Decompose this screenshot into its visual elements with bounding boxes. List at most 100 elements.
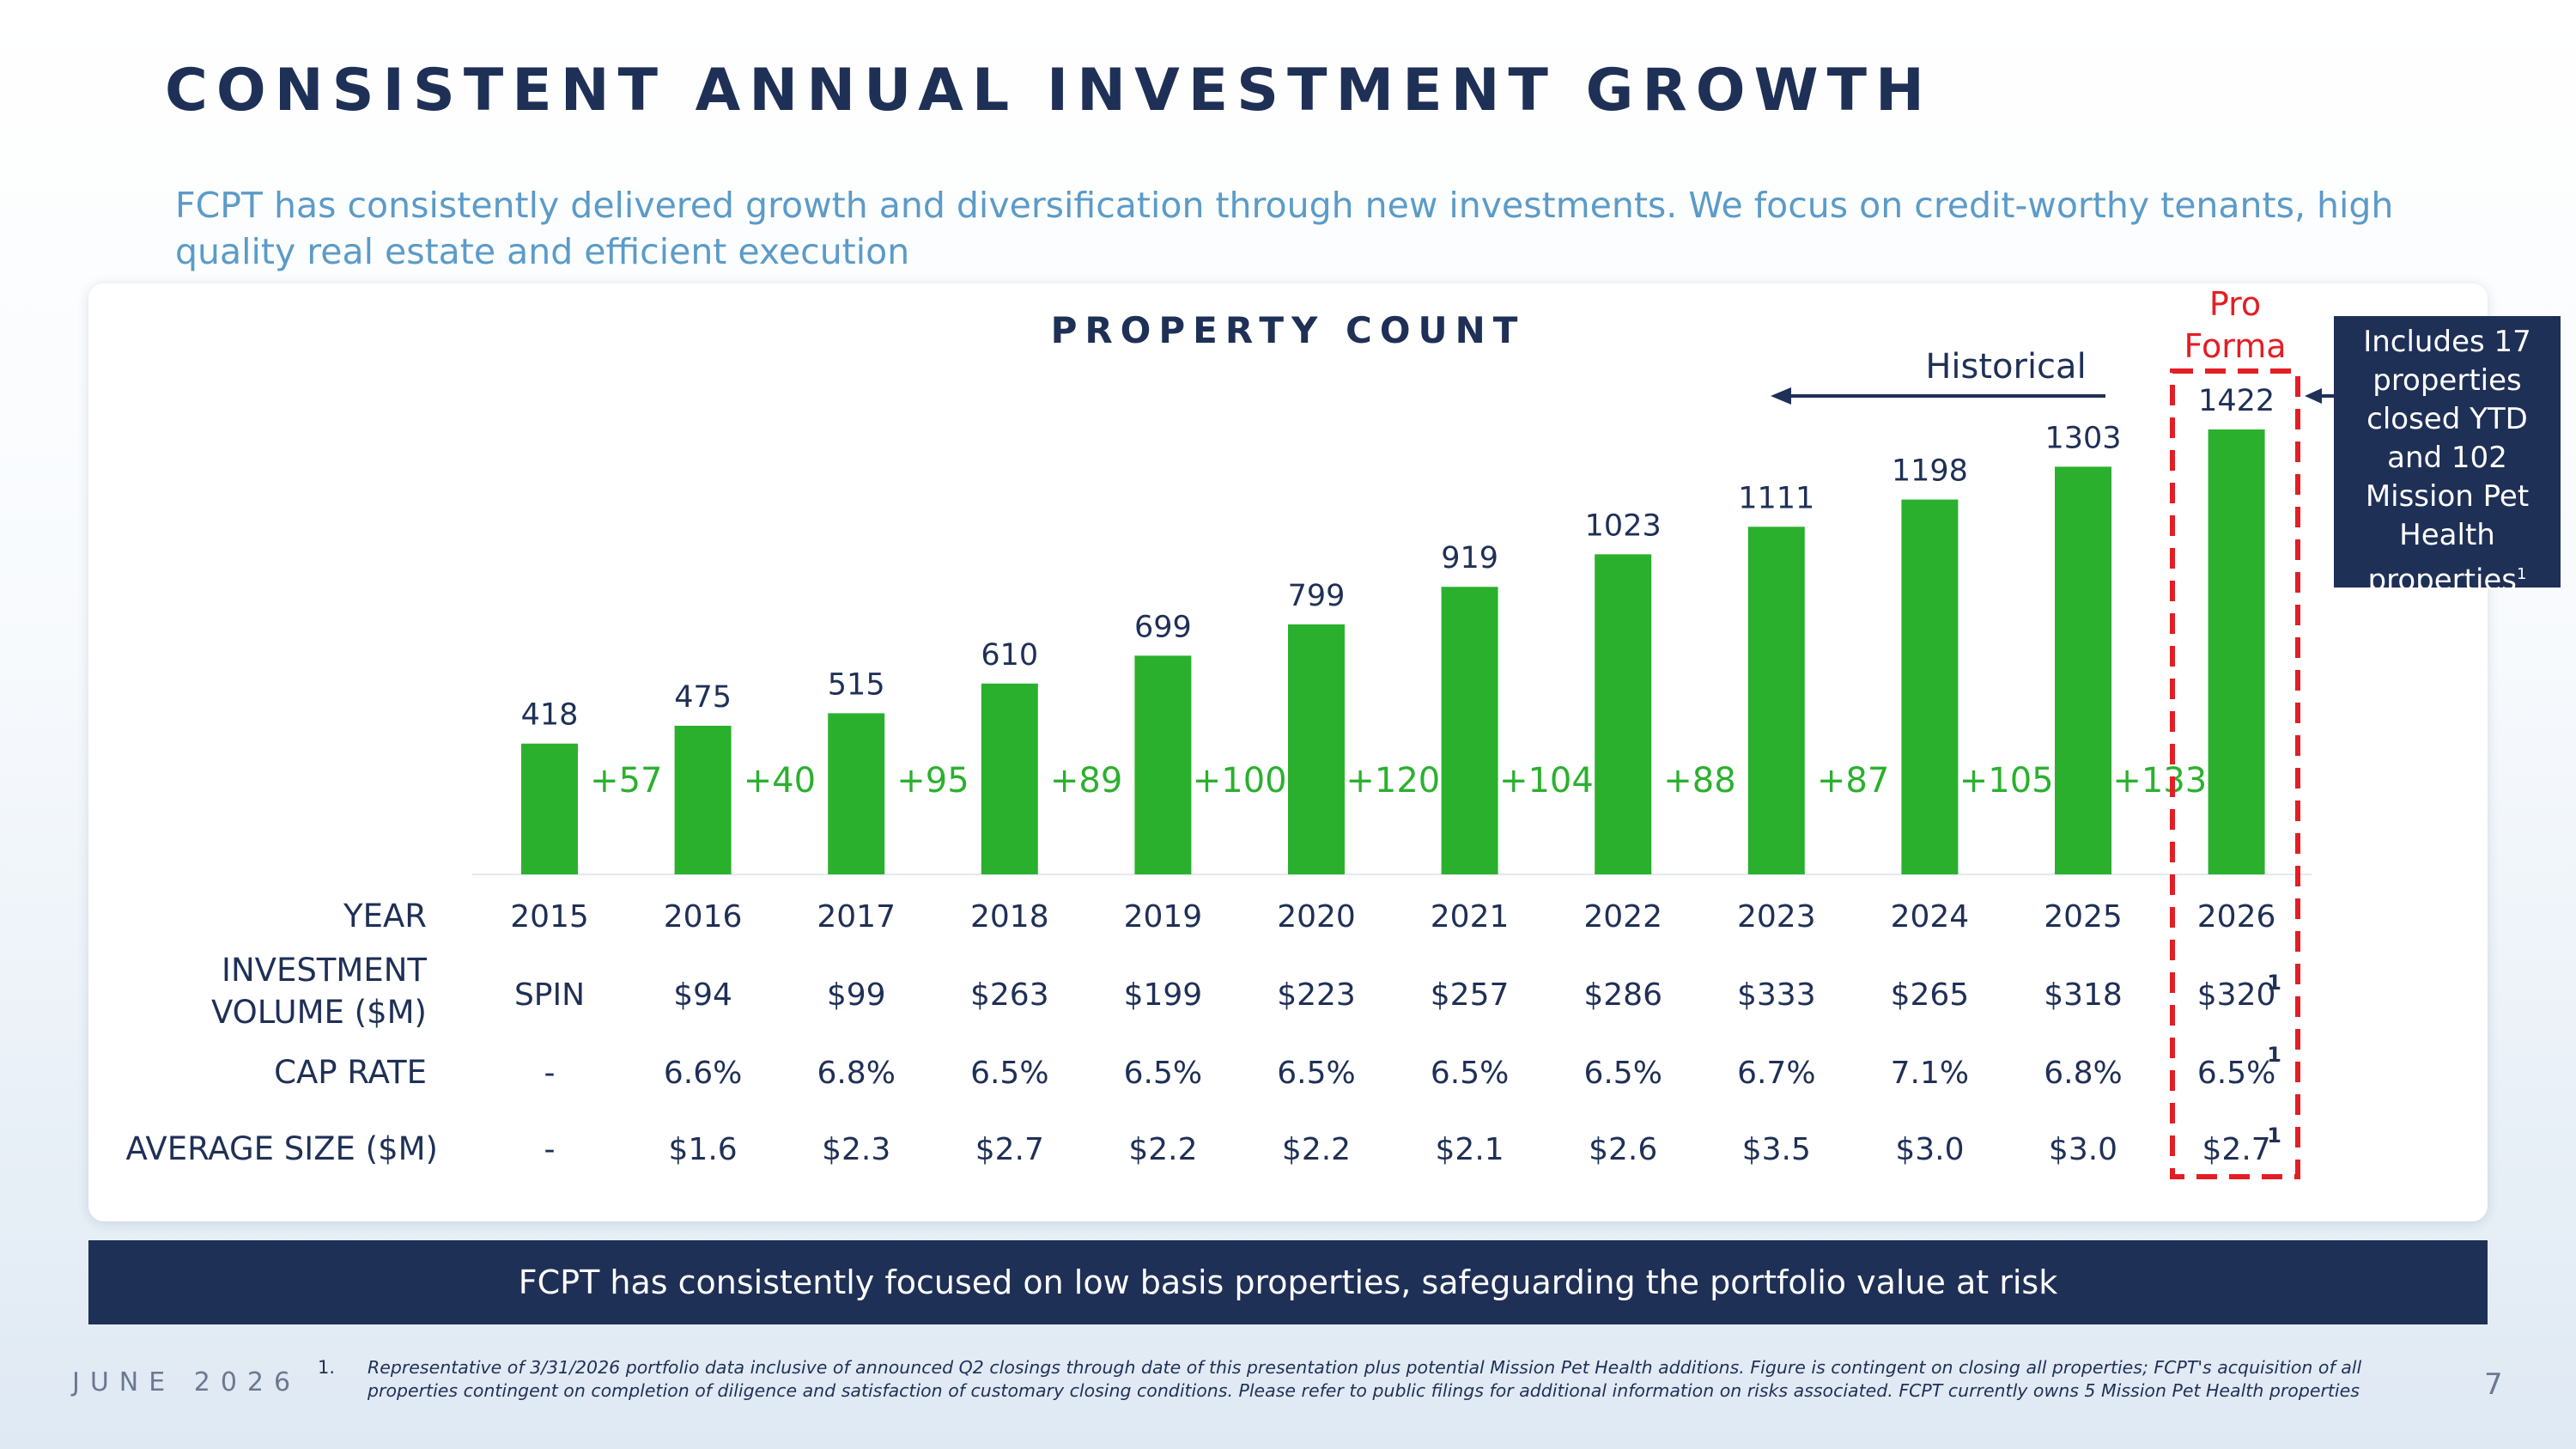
increment-label: +120 [1346,761,1440,801]
bar-value-label: 799 [1288,579,1346,613]
average-size-cell: $2.2 [1128,1132,1197,1167]
year-cell: 2021 [1431,899,1510,935]
callout-text: Includes 17 properties closed YTD and 10… [2363,325,2531,598]
year-cell: 2018 [970,899,1049,935]
year-cell: 2020 [1277,899,1356,935]
average-size-cell: $2.7 [975,1132,1044,1167]
bar-2017 [828,713,885,874]
bar-2015 [521,743,578,874]
increment-label: +89 [1050,761,1122,801]
row-label-cap-rate: CAP RATE [274,1054,427,1091]
callout-arrow-head [2305,388,2322,404]
bar-value-label: 1303 [2044,421,2121,455]
cap-rate-cell: 6.8% [817,1056,895,1091]
historical-label: Historical [1925,347,2086,387]
investment-volume-cell: $265 [1891,977,1970,1013]
pro-forma-box [2170,368,2300,1179]
bar-2019 [1134,655,1192,874]
increment-label: +88 [1663,761,1735,801]
bar-2026 [2208,429,2265,874]
investment-volume-cell: $333 [1737,977,1816,1013]
page-subtitle: FCPT has consistently delivered growth a… [175,185,2394,272]
bar-2018 [981,683,1038,874]
investment-volume-cell: $320 [2197,977,2276,1013]
average-size-cell: $2.7 [2202,1132,2271,1167]
bar-value-label: 919 [1441,541,1498,575]
cap-rate-cell: - [544,1056,556,1091]
bar-2025 [2055,466,2111,874]
page-title: CONSISTENT ANNUAL INVESTMENT GROWTH [165,57,1933,125]
page-number: 7 [2484,1367,2503,1402]
investment-volume-cell: $199 [1124,977,1203,1013]
average-size-cell: - [544,1132,556,1167]
cap-rate-cell: 6.7% [1737,1056,1815,1091]
bar-value-label: 418 [521,698,579,733]
average-size-cell: $3.0 [1895,1132,1964,1167]
bar-value-label: 1023 [1585,508,1662,543]
row-label-investment-volume: VOLUME ($M) [211,994,427,1031]
cap-rate-footnote-marker: 1 [2267,1043,2281,1067]
bar-2024 [1901,499,1959,874]
row-label-average-size: AVERAGE SIZE ($M) [125,1130,438,1167]
increment-label: +57 [590,761,662,801]
investment-volume-cell: SPIN [514,977,585,1013]
pro-forma-callout: Includes 17 properties closed YTD and 10… [2334,316,2561,597]
investment-volume-cell: $286 [1583,977,1662,1013]
average-size-cell: $3.0 [2049,1132,2117,1167]
year-cell: 2023 [1737,899,1816,935]
bar-value-label: 515 [828,667,885,702]
footnote-text: Representative of 3/31/2026 portfolio da… [368,1357,2362,1401]
bar-2020 [1288,624,1345,874]
average-size-cell: $1.6 [669,1132,738,1167]
investment-volume-cell: $223 [1277,977,1356,1013]
row-label-investment-volume: INVESTMENT [222,952,427,989]
banner-text: FCPT has consistently focused on low bas… [518,1263,2058,1301]
average-size-cell: $2.6 [1589,1132,1657,1167]
bar-value-label: 699 [1134,610,1192,644]
bar-2023 [1747,527,1805,874]
increment-label: +40 [744,761,816,801]
bar-value-label: 475 [674,680,732,715]
investment-volume-cell: $99 [827,977,886,1013]
investment-volume-cell: $257 [1431,977,1510,1013]
year-cell: 2017 [817,899,896,935]
cap-rate-cell: 6.5% [2197,1056,2275,1091]
footer-date: JUNE 2026 [72,1367,301,1397]
year-cell: 2016 [664,899,743,935]
bar-value-label: 1422 [2198,384,2275,418]
bar-value-label: 1111 [1738,481,1814,515]
cap-rate-cell: 6.5% [970,1056,1048,1091]
year-cell: 2026 [2197,899,2276,935]
cap-rate-cell: 7.1% [1891,1056,1969,1091]
bar-2022 [1595,554,1652,874]
increment-label: +87 [1817,761,1889,801]
chart-title: PROPERTY COUNT [1051,309,1526,351]
footnote-number: 1. [318,1357,336,1378]
cap-rate-cell: 6.5% [1431,1056,1509,1091]
row-label-year: YEAR [343,898,427,935]
historical-arrow-head [1771,387,1791,405]
bar-2021 [1441,587,1498,874]
increment-label: +104 [1499,761,1594,801]
increment-label: +105 [1959,761,2054,801]
pro-forma-label-line1: Pro [2209,285,2261,323]
property-count-chart: PROPERTY COUNT 418 475 515 610 699 799 919 1023 1… [125,285,2334,1179]
average-size-cell: $3.5 [1742,1132,1811,1167]
cap-rate-cell: 6.5% [1277,1056,1355,1091]
average-size-cell: $2.1 [1436,1132,1504,1167]
cap-rate-cell: 6.5% [1124,1056,1202,1091]
investment-volume-footnote-marker: 1 [2267,971,2281,995]
increment-label: +100 [1193,761,1287,801]
bar-value-label: 610 [981,638,1038,673]
investment-volume-cell: $263 [970,977,1049,1013]
pro-forma-label-line2: Forma [2184,327,2286,365]
average-size-cell: $2.3 [822,1132,890,1167]
investment-volume-cell: $318 [2044,977,2123,1013]
investment-volume-cell: $94 [673,977,732,1013]
increment-label: +95 [896,761,969,801]
bar-value-label: 1198 [1892,454,1968,489]
year-cell: 2015 [510,899,589,935]
cap-rate-cell: 6.8% [2044,1056,2122,1091]
callout-footnote-marker: 1 [2517,565,2527,583]
year-cell: 2022 [1583,899,1662,935]
